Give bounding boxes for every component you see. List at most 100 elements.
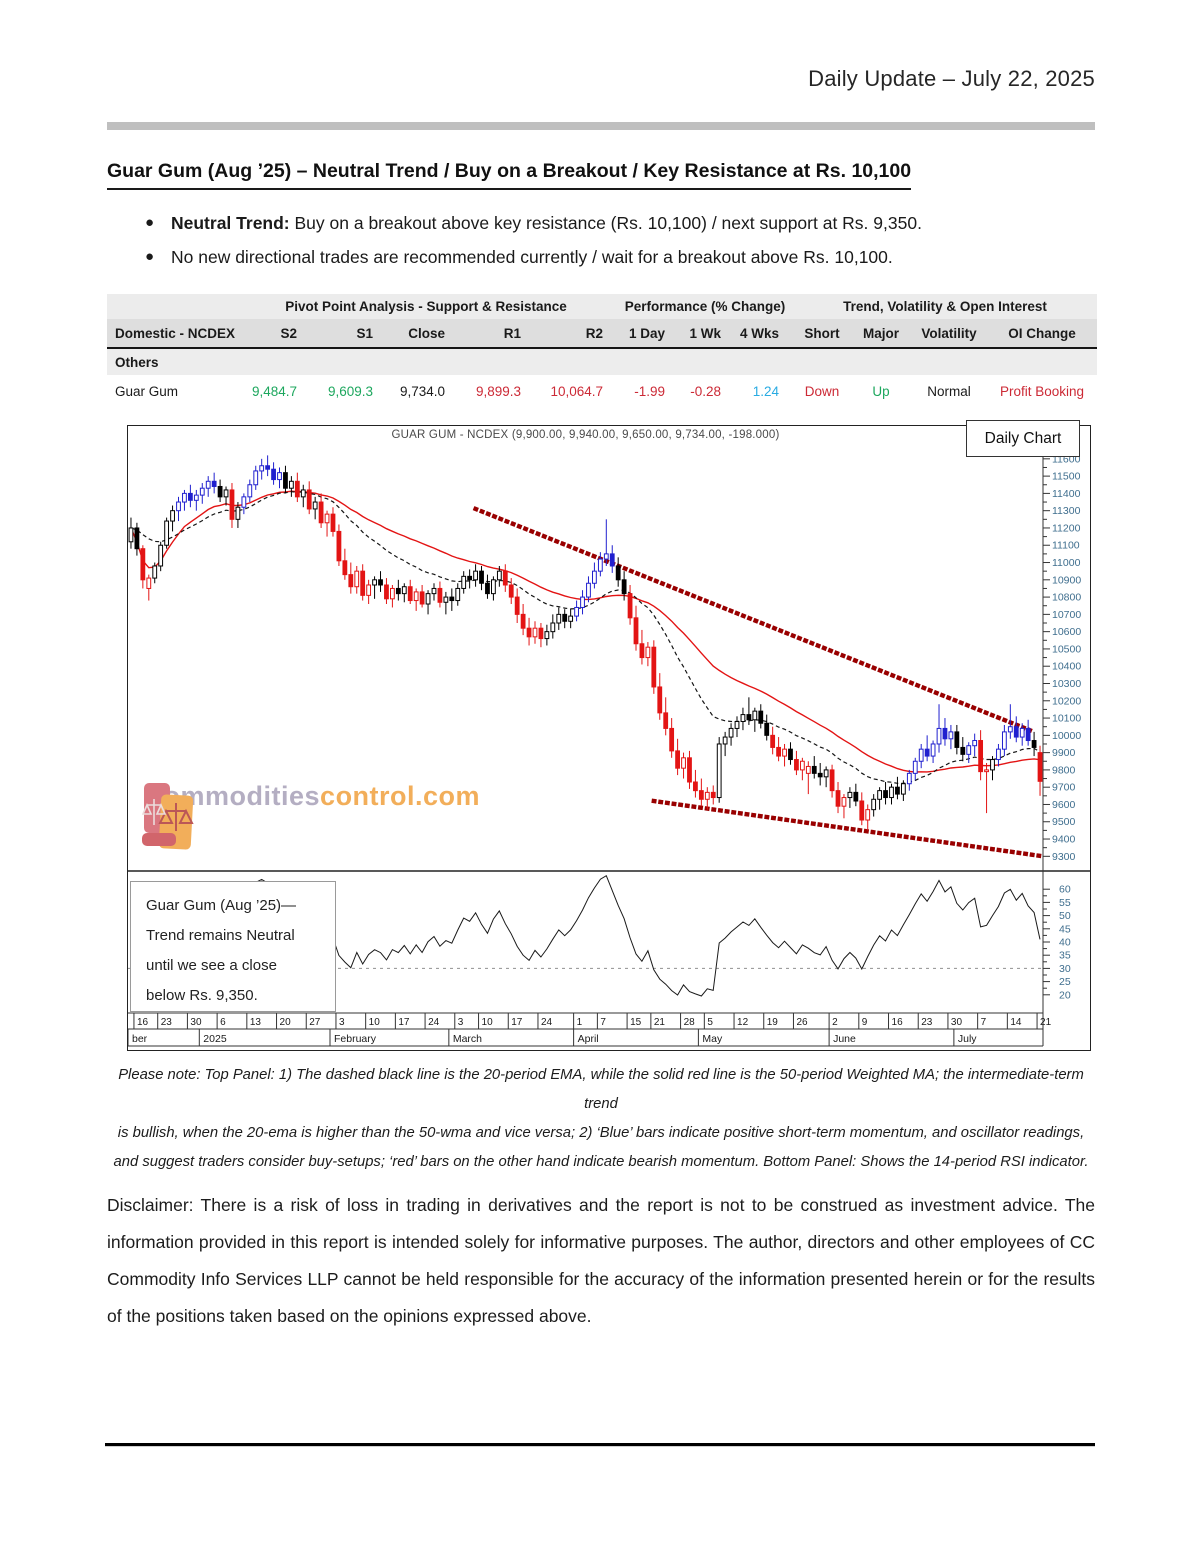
table-column-header-row: Domestic - NCDEX S2 S1 Close R1 R2 1 Day…	[107, 319, 1098, 349]
col-header-domestic: Domestic - NCDEX	[107, 319, 235, 349]
table-group-header-row: Pivot Point Analysis - Support & Resista…	[107, 294, 1098, 319]
svg-text:2025: 2025	[203, 1033, 227, 1045]
svg-text:9700: 9700	[1052, 782, 1076, 794]
bullet-text: Neutral Trend: Buy on a breakout above k…	[171, 213, 922, 233]
footnote-line: is bullish, when the 20-ema is higher th…	[117, 1125, 1085, 1141]
daily-chart-label: Daily Chart	[966, 420, 1080, 457]
svg-text:3: 3	[339, 1017, 345, 1028]
svg-text:25: 25	[1059, 976, 1071, 988]
svg-text:45: 45	[1059, 923, 1071, 935]
svg-text:17: 17	[511, 1017, 523, 1028]
cell-s2: 9,484.7	[235, 375, 311, 407]
svg-text:3: 3	[458, 1017, 464, 1028]
svg-text:June: June	[833, 1033, 856, 1045]
svg-text:13: 13	[250, 1017, 262, 1028]
bullet-icon: ●	[145, 248, 155, 265]
col-header-s1: S1	[311, 319, 387, 349]
svg-text:2: 2	[832, 1017, 838, 1028]
svg-text:12: 12	[737, 1017, 749, 1028]
col-header-r1: R1	[459, 319, 535, 349]
cell-commodity-name: Guar Gum	[107, 375, 235, 407]
candlestick-chart-canvas: 9300 9400 9500 9600 9700 9800 9900 10000 10100 10…	[128, 426, 1090, 1047]
svg-text:9600: 9600	[1052, 799, 1076, 811]
header-divider	[107, 122, 1095, 130]
cell-s1: 9,609.3	[311, 375, 387, 407]
cell-4wks: 1.24	[735, 375, 793, 407]
svg-text:10600: 10600	[1052, 626, 1081, 638]
bullet-item: ● No new directional trades are recommen…	[107, 240, 1095, 274]
svg-text:10000: 10000	[1052, 730, 1081, 742]
svg-text:23: 23	[161, 1017, 173, 1028]
svg-text:5: 5	[707, 1017, 713, 1028]
svg-text:16: 16	[137, 1017, 149, 1028]
svg-text:35: 35	[1059, 950, 1071, 962]
svg-text:1: 1	[577, 1017, 583, 1028]
svg-text:20: 20	[1059, 989, 1071, 1001]
svg-text:6: 6	[220, 1017, 226, 1028]
svg-text:July: July	[958, 1033, 977, 1045]
group-header-pivot: Pivot Point Analysis - Support & Resista…	[235, 294, 617, 319]
chart-title: GUAR GUM - NCDEX (9,900.00, 9,940.00, 9,…	[391, 429, 780, 441]
svg-text:9800: 9800	[1052, 764, 1076, 776]
svg-text:11300: 11300	[1052, 505, 1081, 517]
annotation-line: Guar Gum (Aug ’25)—	[146, 897, 297, 914]
col-header-s2: S2	[235, 319, 311, 349]
cell-close: 9,734.0	[387, 375, 459, 407]
annotation-line: below Rs. 9,350.	[146, 987, 258, 1004]
svg-text:9900: 9900	[1052, 747, 1076, 759]
svg-text:11500: 11500	[1052, 471, 1081, 483]
footnote-line: and suggest traders consider buy-setups;…	[113, 1154, 1089, 1170]
cell-oi-change: Profit Booking	[987, 375, 1098, 407]
svg-text:30: 30	[1059, 963, 1071, 975]
svg-text:April: April	[578, 1033, 599, 1045]
cell-major-trend: Up	[851, 375, 911, 407]
pivot-table: Pivot Point Analysis - Support & Resista…	[107, 294, 1098, 407]
svg-text:15: 15	[630, 1017, 642, 1028]
svg-text:17: 17	[398, 1017, 410, 1028]
group-header-performance: Performance (% Change)	[617, 294, 793, 319]
svg-text:10500: 10500	[1052, 643, 1081, 655]
svg-text:7: 7	[600, 1017, 606, 1028]
col-header-volatility: Volatility	[911, 319, 987, 349]
group-header-spacer	[107, 294, 235, 319]
group-header-trend: Trend, Volatility & Open Interest	[793, 294, 1098, 319]
svg-text:10: 10	[482, 1017, 494, 1028]
summary-bullets: ● Neutral Trend: Buy on a breakout above…	[107, 206, 1095, 274]
cell-r1: 9,899.3	[459, 375, 535, 407]
svg-text:28: 28	[684, 1017, 696, 1028]
svg-text:27: 27	[309, 1017, 321, 1028]
svg-text:10800: 10800	[1052, 592, 1081, 604]
table-section-row: Others	[107, 348, 1098, 375]
svg-text:11100: 11100	[1052, 540, 1080, 552]
col-header-1day: 1 Day	[617, 319, 679, 349]
svg-text:9: 9	[862, 1017, 868, 1028]
svg-text:9500: 9500	[1052, 816, 1076, 828]
cell-1wk: -0.28	[679, 375, 735, 407]
svg-text:21: 21	[654, 1017, 666, 1028]
report-content: Daily Update – July 22, 2025 Guar Gum (A…	[107, 66, 1098, 1326]
svg-text:10400: 10400	[1052, 661, 1081, 673]
col-header-major: Major	[851, 319, 911, 349]
bullet-icon: ●	[145, 214, 155, 231]
svg-text:16: 16	[892, 1017, 904, 1028]
report-header-date: Daily Update – July 22, 2025	[808, 66, 1095, 91]
price-chart: 9300 9400 9500 9600 9700 9800 9900 10000 10100 10…	[127, 420, 1091, 1051]
svg-text:19: 19	[767, 1017, 779, 1028]
footnote-line: Please note: Top Panel: 1) The dashed bl…	[118, 1067, 1084, 1112]
svg-text:14: 14	[1010, 1017, 1022, 1028]
col-header-1wk: 1 Wk	[679, 319, 735, 349]
svg-text:55: 55	[1059, 897, 1071, 909]
svg-text:10200: 10200	[1052, 695, 1081, 707]
svg-text:11200: 11200	[1052, 522, 1081, 534]
cell-r2: 10,064.7	[535, 375, 617, 407]
annotation-line: Trend remains Neutral	[146, 927, 295, 944]
svg-text:23: 23	[921, 1017, 933, 1028]
chart-footnote: Please note: Top Panel: 1) The dashed bl…	[107, 1061, 1095, 1177]
page-title: Guar Gum (Aug ’25) – Neutral Trend / Buy…	[107, 160, 912, 190]
svg-text:10900: 10900	[1052, 574, 1081, 586]
svg-text:11400: 11400	[1052, 488, 1081, 500]
disclaimer-text: Disclaimer: There is a risk of loss in t…	[107, 1195, 1095, 1326]
col-header-4wks: 4 Wks	[735, 319, 793, 349]
svg-text:40: 40	[1059, 937, 1071, 949]
svg-text:10700: 10700	[1052, 609, 1081, 621]
